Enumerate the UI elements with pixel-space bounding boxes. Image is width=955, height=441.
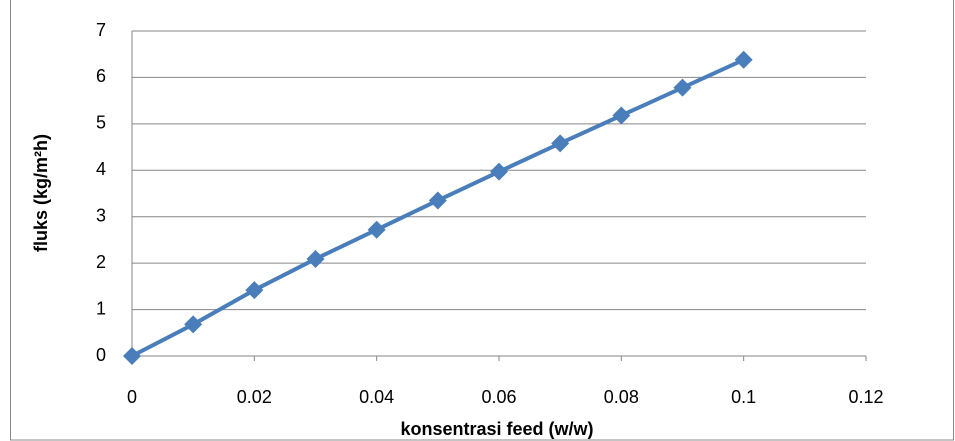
y-tick-label: 2 <box>96 252 106 272</box>
data-marker <box>490 162 508 181</box>
y-tick-label: 0 <box>96 345 106 365</box>
data-marker <box>551 134 570 153</box>
x-tick-label: 0.08 <box>604 387 639 407</box>
y-tick-label: 3 <box>96 205 106 225</box>
data-marker <box>428 191 447 210</box>
data-marker <box>184 315 203 334</box>
y-tick-label: 5 <box>96 113 106 133</box>
y-tick-label: 7 <box>96 20 106 40</box>
x-tick-label: 0.02 <box>237 387 272 407</box>
data-marker <box>612 106 631 125</box>
y-tick-label: 4 <box>96 159 106 179</box>
y-tick-label: 1 <box>96 298 106 318</box>
data-marker <box>734 50 753 69</box>
data-marker <box>123 347 141 365</box>
x-tick-label: 0.1 <box>731 387 756 407</box>
y-tick-label: 6 <box>96 66 106 86</box>
data-marker <box>306 249 325 268</box>
x-tick-label: 0.04 <box>359 387 394 407</box>
x-tick-label: 0.12 <box>848 387 883 407</box>
data-marker <box>245 281 264 300</box>
chart-border <box>10 0 954 441</box>
x-axis-title: konsentrasi feed (w/w) <box>400 419 593 439</box>
y-axis-title: fluks (kg/m²h) <box>31 134 51 252</box>
data-marker <box>367 220 386 239</box>
data-marker <box>673 78 692 97</box>
x-tick-label: 0.06 <box>481 387 516 407</box>
x-tick-label: 0 <box>127 387 137 407</box>
